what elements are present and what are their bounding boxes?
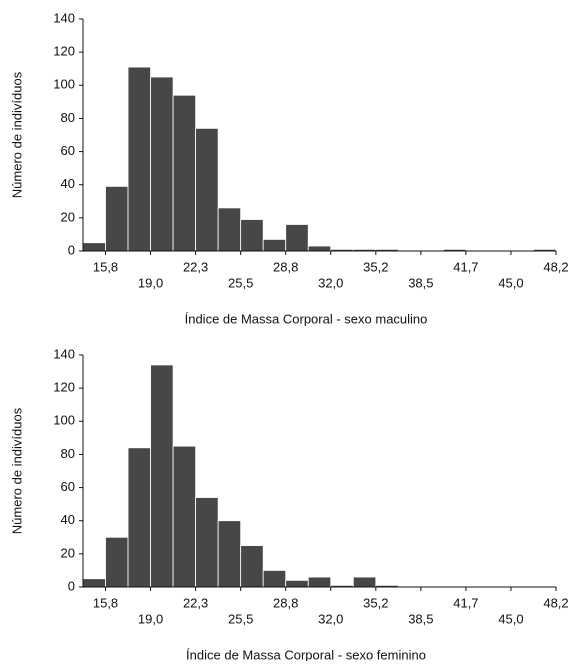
y-tick-label: 0 [68, 578, 75, 593]
x-tick-label: 48,2 [543, 595, 568, 610]
x-tick-label: 38,5 [408, 275, 433, 290]
bar [172, 94, 197, 252]
bar [127, 447, 151, 588]
bar [352, 576, 377, 588]
x-tick-label: 48,2 [543, 259, 568, 274]
x-tick-label: 25,5 [228, 611, 253, 626]
bar [105, 185, 129, 252]
y-tick-label: 80 [61, 110, 75, 125]
bar [195, 127, 219, 252]
bar [240, 545, 264, 588]
bar [307, 245, 332, 252]
y-axis-title: Número de indivíduos [9, 71, 24, 198]
bar [285, 579, 309, 588]
y-tick-label: 120 [53, 380, 75, 395]
x-tick-label: 28,8 [273, 259, 298, 274]
x-tick-label: 45,0 [498, 611, 523, 626]
bar [82, 242, 106, 252]
bar [262, 238, 287, 252]
bar [127, 66, 151, 252]
x-tick-label: 32,0 [318, 275, 343, 290]
bar [105, 536, 129, 588]
y-tick-label: 100 [53, 77, 75, 92]
bar [240, 219, 264, 252]
y-tick-label: 100 [53, 413, 75, 428]
y-tick-label: 40 [61, 512, 75, 527]
y-tick-label: 140 [53, 346, 75, 361]
y-tick-label: 0 [68, 242, 75, 257]
x-tick-label: 22,3 [183, 595, 208, 610]
x-tick-label: 35,2 [363, 259, 388, 274]
y-tick-label: 60 [61, 143, 75, 158]
y-tick-label: 60 [61, 479, 75, 494]
y-tick-label: 40 [61, 176, 75, 191]
x-tick-label: 28,8 [273, 595, 298, 610]
bar [150, 76, 174, 252]
bar [285, 224, 309, 252]
x-tick-label: 15,8 [93, 595, 118, 610]
x-axis-title: Índice de Massa Corporal - sexo feminino [186, 647, 426, 661]
x-tick-label: 25,5 [228, 275, 253, 290]
bar [172, 445, 197, 588]
bar [150, 364, 174, 588]
y-tick-label: 20 [61, 209, 75, 224]
x-tick-label: 35,2 [363, 595, 388, 610]
x-tick-label: 32,0 [318, 611, 343, 626]
x-tick-label: 22,3 [183, 259, 208, 274]
x-tick-label: 15,8 [93, 259, 118, 274]
x-tick-label: 38,5 [408, 611, 433, 626]
x-tick-label: 19,0 [138, 275, 163, 290]
x-tick-label: 45,0 [498, 275, 523, 290]
y-tick-label: 140 [53, 10, 75, 25]
bar [82, 578, 106, 588]
x-tick-label: 19,0 [138, 611, 163, 626]
y-axis-title: Número de indivíduos [9, 407, 24, 534]
bar [217, 207, 242, 252]
y-tick-label: 20 [61, 545, 75, 560]
x-tick-label: 41,7 [453, 595, 478, 610]
bar [217, 520, 242, 588]
bar [307, 576, 332, 588]
y-tick-label: 120 [53, 44, 75, 59]
x-tick-label: 41,7 [453, 259, 478, 274]
bar [262, 570, 287, 588]
bar [195, 497, 219, 588]
y-tick-label: 80 [61, 446, 75, 461]
x-axis-title: Índice de Massa Corporal - sexo maculino [185, 311, 428, 326]
